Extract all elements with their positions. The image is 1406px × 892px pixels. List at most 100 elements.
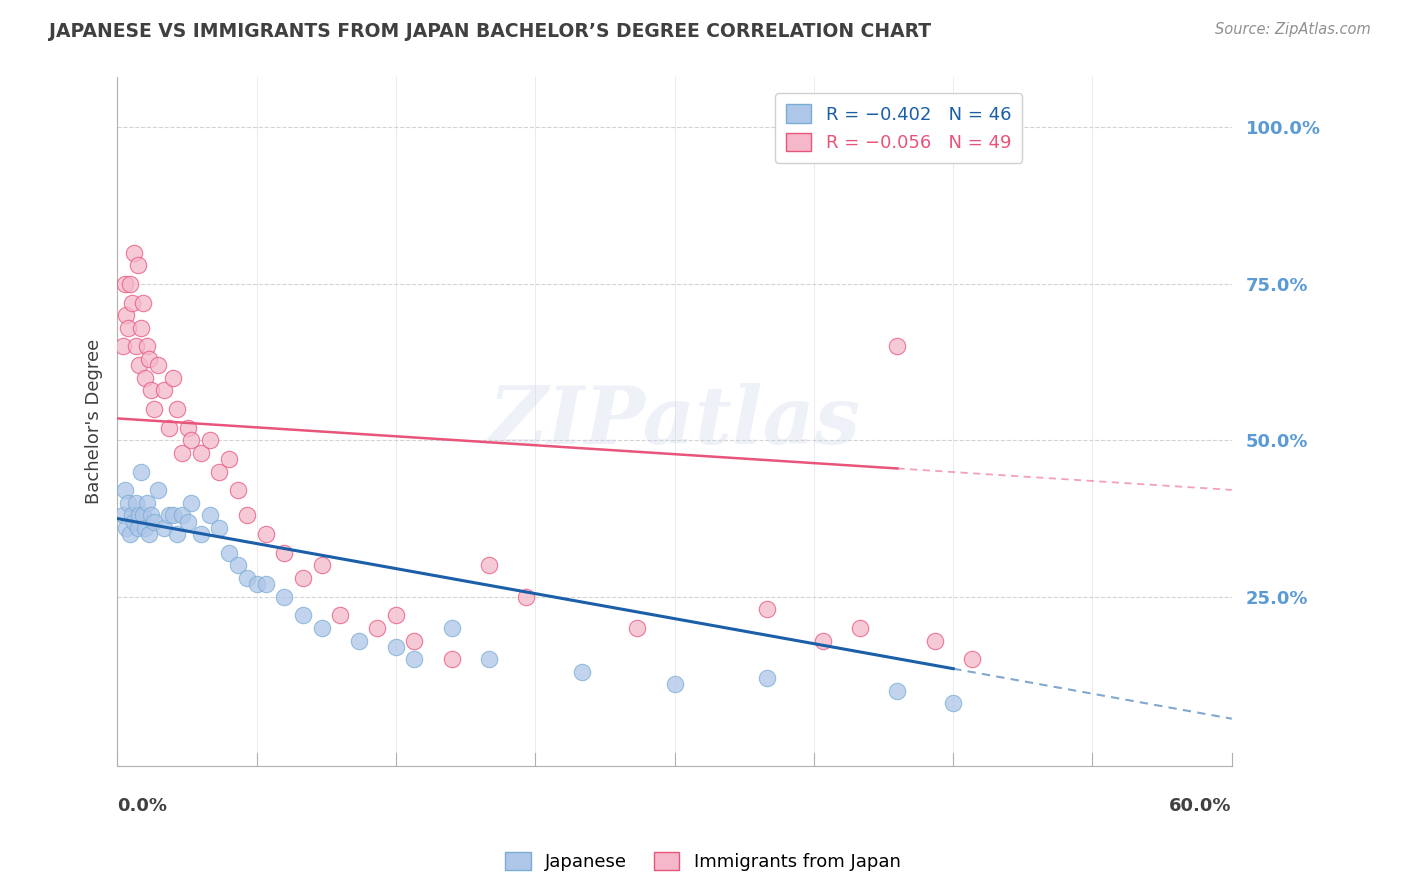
- Point: [121, 295, 143, 310]
- Point: [385, 608, 408, 623]
- Point: [515, 590, 537, 604]
- Point: [146, 483, 169, 498]
- Point: [157, 508, 180, 523]
- Point: [626, 621, 648, 635]
- Point: [114, 277, 136, 291]
- Point: [127, 258, 149, 272]
- Point: [114, 483, 136, 498]
- Point: [180, 434, 202, 448]
- Point: [132, 508, 155, 523]
- Point: [132, 295, 155, 310]
- Point: [121, 508, 143, 523]
- Point: [311, 621, 333, 635]
- Text: 60.0%: 60.0%: [1170, 797, 1232, 814]
- Point: [127, 521, 149, 535]
- Point: [571, 665, 593, 679]
- Text: 0.0%: 0.0%: [117, 797, 167, 814]
- Point: [404, 633, 426, 648]
- Legend: Japanese, Immigrants from Japan: Japanese, Immigrants from Japan: [498, 845, 908, 879]
- Point: [138, 527, 160, 541]
- Point: [146, 358, 169, 372]
- Point: [162, 508, 184, 523]
- Legend: R = −0.402   N = 46, R = −0.056   N = 49: R = −0.402 N = 46, R = −0.056 N = 49: [775, 94, 1022, 162]
- Point: [347, 633, 370, 648]
- Text: ZIPatlas: ZIPatlas: [488, 383, 860, 460]
- Point: [190, 446, 212, 460]
- Point: [756, 671, 779, 685]
- Text: Source: ZipAtlas.com: Source: ZipAtlas.com: [1215, 22, 1371, 37]
- Point: [157, 421, 180, 435]
- Point: [478, 652, 501, 666]
- Point: [139, 384, 162, 398]
- Point: [664, 677, 686, 691]
- Point: [172, 508, 194, 523]
- Point: [162, 370, 184, 384]
- Point: [478, 558, 501, 573]
- Point: [190, 527, 212, 541]
- Point: [208, 521, 231, 535]
- Point: [254, 577, 277, 591]
- Point: [139, 508, 162, 523]
- Point: [886, 339, 908, 353]
- Point: [172, 446, 194, 460]
- Point: [198, 508, 221, 523]
- Point: [134, 521, 156, 535]
- Point: [924, 633, 946, 648]
- Point: [135, 496, 157, 510]
- Point: [135, 339, 157, 353]
- Point: [166, 527, 188, 541]
- Point: [849, 621, 872, 635]
- Point: [152, 521, 174, 535]
- Point: [128, 508, 150, 523]
- Point: [115, 308, 138, 322]
- Point: [236, 508, 259, 523]
- Point: [120, 527, 142, 541]
- Point: [440, 652, 463, 666]
- Point: [131, 320, 153, 334]
- Point: [273, 590, 295, 604]
- Point: [111, 339, 134, 353]
- Point: [245, 577, 267, 591]
- Point: [117, 496, 139, 510]
- Y-axis label: Bachelor's Degree: Bachelor's Degree: [86, 339, 103, 504]
- Point: [208, 465, 231, 479]
- Point: [131, 465, 153, 479]
- Point: [226, 558, 249, 573]
- Point: [134, 370, 156, 384]
- Point: [138, 351, 160, 366]
- Point: [311, 558, 333, 573]
- Point: [291, 608, 314, 623]
- Point: [254, 527, 277, 541]
- Point: [385, 640, 408, 654]
- Point: [177, 515, 200, 529]
- Point: [236, 571, 259, 585]
- Point: [291, 571, 314, 585]
- Point: [226, 483, 249, 498]
- Point: [152, 384, 174, 398]
- Point: [122, 515, 145, 529]
- Point: [115, 521, 138, 535]
- Point: [886, 683, 908, 698]
- Point: [125, 339, 148, 353]
- Text: JAPANESE VS IMMIGRANTS FROM JAPAN BACHELOR’S DEGREE CORRELATION CHART: JAPANESE VS IMMIGRANTS FROM JAPAN BACHEL…: [49, 22, 931, 41]
- Point: [960, 652, 983, 666]
- Point: [143, 402, 166, 417]
- Point: [218, 546, 240, 560]
- Point: [811, 633, 834, 648]
- Point: [125, 496, 148, 510]
- Point: [198, 434, 221, 448]
- Point: [404, 652, 426, 666]
- Point: [756, 602, 779, 616]
- Point: [440, 621, 463, 635]
- Point: [128, 358, 150, 372]
- Point: [166, 402, 188, 417]
- Point: [111, 508, 134, 523]
- Point: [120, 277, 142, 291]
- Point: [122, 245, 145, 260]
- Point: [942, 696, 965, 710]
- Point: [177, 421, 200, 435]
- Point: [273, 546, 295, 560]
- Point: [329, 608, 352, 623]
- Point: [117, 320, 139, 334]
- Point: [180, 496, 202, 510]
